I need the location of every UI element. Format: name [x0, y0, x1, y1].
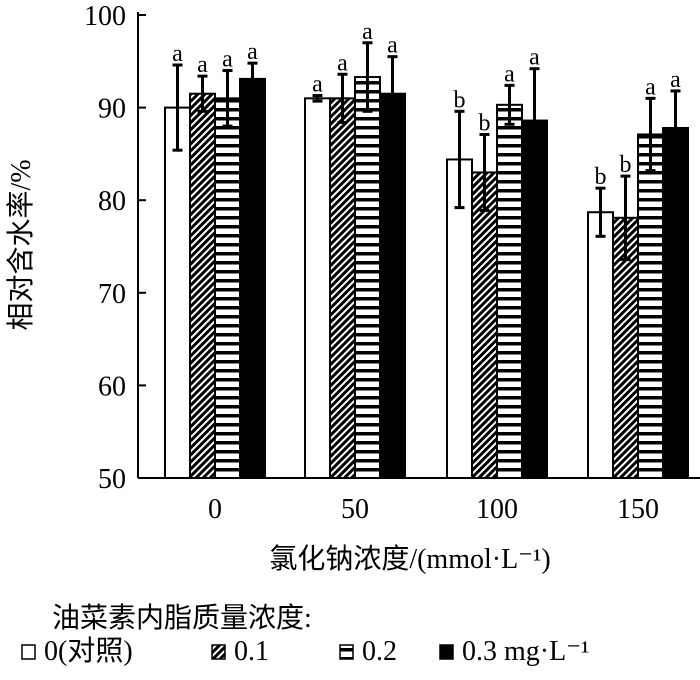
bar — [446, 158, 473, 479]
significance-letter: a — [337, 50, 348, 76]
bar — [214, 97, 241, 479]
legend-title: 油菜素内脂质量浓度: — [52, 602, 312, 634]
y-tick-label: 80 — [98, 186, 126, 217]
significance-letter: a — [645, 74, 656, 100]
x-tick-label: 150 — [617, 494, 659, 525]
significance-letter: b — [479, 110, 491, 136]
bar — [471, 171, 498, 479]
significance-letter: a — [387, 33, 398, 59]
significance-letter: a — [197, 52, 208, 78]
significance-letter: a — [504, 61, 515, 87]
legend-swatch — [439, 644, 454, 660]
legend-label: 0.3 mg·L⁻¹ — [462, 636, 589, 667]
bar — [496, 103, 523, 480]
legend-label: 0(对照) — [44, 635, 133, 667]
y-tick-label: 90 — [98, 94, 126, 125]
bar — [164, 106, 191, 479]
bar — [189, 92, 216, 480]
bar — [304, 97, 331, 479]
significance-letter: b — [454, 87, 466, 113]
significance-letter: a — [312, 72, 323, 98]
significance-letter: a — [529, 45, 540, 71]
significance-letter: b — [620, 152, 632, 178]
axes: 50 60 70 80 90 100 0 50 100 150 — [84, 1, 700, 525]
y-axis-label: 相对含水率/% — [5, 159, 37, 330]
legend-swatch — [211, 644, 226, 660]
significance-letter: a — [247, 39, 258, 65]
significance-letter: a — [172, 41, 183, 67]
significance-letter: b — [595, 164, 607, 190]
legend-swatch — [21, 644, 36, 660]
x-tick-label: 100 — [476, 494, 518, 525]
significance-letter: a — [670, 67, 681, 93]
significance-letter: a — [222, 47, 233, 73]
bar — [239, 77, 266, 479]
bar — [379, 92, 406, 480]
bar — [329, 97, 356, 479]
bar — [587, 211, 614, 479]
bar — [637, 133, 664, 479]
legend-label: 0.1 — [234, 636, 269, 667]
legend-label: 0.2 — [362, 636, 397, 667]
y-tick-label: 100 — [84, 1, 126, 32]
bar — [662, 126, 689, 480]
bar — [354, 76, 381, 480]
significance-letter: a — [362, 19, 373, 45]
bar — [521, 119, 548, 480]
y-tick-label: 60 — [98, 371, 126, 402]
legend-swatch — [339, 644, 354, 660]
x-tick-label: 0 — [208, 494, 222, 525]
legend: 0(对照) 0.1 0.2 0.3 mg·L⁻¹ — [21, 635, 589, 667]
y-tick-label: 70 — [98, 279, 126, 310]
x-tick-label: 50 — [341, 494, 369, 525]
x-axis-label: 氯化钠浓度/(mmol·L⁻¹) — [269, 543, 550, 575]
y-tick-label: 50 — [98, 464, 126, 495]
